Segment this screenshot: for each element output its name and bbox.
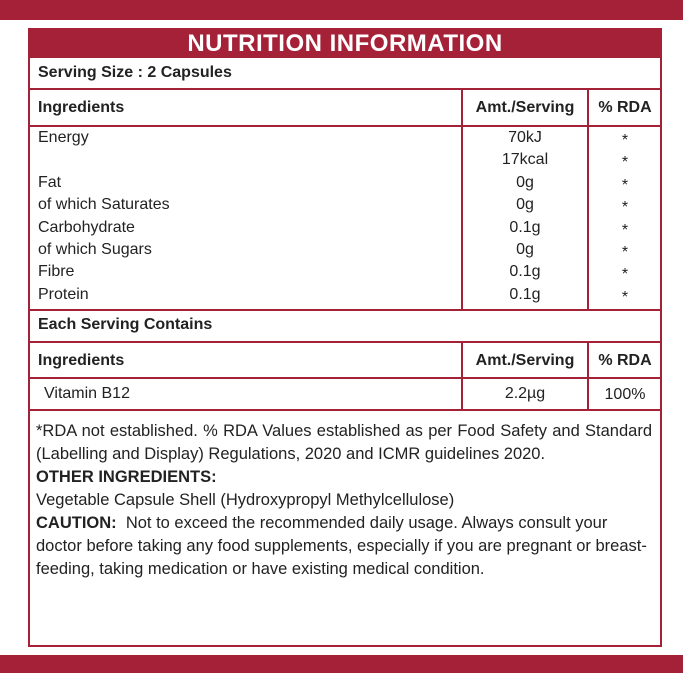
ingredient-rda: * (621, 199, 629, 217)
ingredient-amount: 17kcal (501, 151, 549, 169)
ingredient-rda: * (621, 132, 629, 149)
ingredient-name: Vitamin B12 (44, 385, 130, 402)
column-rule (587, 88, 589, 310)
serving-size: Serving Size : 2 Capsules (38, 64, 232, 81)
ingredient-name: Carbohydrate (38, 218, 135, 236)
column-rule (587, 341, 589, 410)
ingredient-rda: * (621, 244, 629, 261)
ingredient-rda: * (621, 176, 629, 194)
ingredient-amount: 0.1g (509, 285, 541, 303)
other-heading: OTHER INGREDIENTS: (36, 468, 217, 486)
footer: *RDA not established. % RDA Values estab… (36, 420, 652, 581)
header-cell: Amt./Serving (475, 352, 575, 369)
caution-text: Not to exceed the recommended daily usag… (36, 514, 647, 578)
ingredient-name: Energy (38, 129, 89, 146)
ingredient-rda: * (621, 266, 629, 284)
ingredient-name: Fat (38, 173, 62, 191)
rda-note: *RDA not established. % RDA Values estab… (36, 422, 652, 463)
rule (28, 409, 662, 411)
other-text: Vegetable Capsule Shell (Hydroxypropyl M… (36, 491, 455, 509)
ingredient-rda: * (621, 154, 629, 172)
header-cell: % RDA (598, 99, 652, 116)
ingredient-name: Fibre (38, 263, 75, 281)
ingredient-rda: 100% (604, 386, 646, 403)
rule (28, 125, 662, 127)
ingredient-amount: 0.1g (509, 218, 541, 236)
top-band (0, 0, 683, 20)
rule (28, 341, 662, 343)
caution: CAUTION: Not to exceed the recommended d… (36, 512, 652, 581)
ingredient-amount: 70kJ (508, 129, 542, 146)
header-cell: Amt./Serving (475, 99, 575, 116)
column-rule (461, 341, 463, 410)
ingredient-name: Protein (38, 285, 89, 303)
ingredient-name: of which Sugars (38, 241, 152, 258)
caution-label: CAUTION: (36, 514, 117, 532)
header-cell: Ingredients (38, 99, 125, 116)
ingredient-rda: * (621, 221, 629, 239)
header-cell: Ingredients (38, 352, 125, 369)
header-cell: % RDA (598, 352, 652, 369)
ingredient-name: of which Saturates (38, 196, 170, 214)
ingredient-amount: 2.2µg (504, 385, 546, 402)
title: NUTRITION INFORMATION (28, 28, 662, 58)
ingredient-amount: 0g (516, 196, 534, 214)
ingredient-amount: 0g (516, 241, 534, 258)
rule (28, 309, 662, 311)
rule (28, 88, 662, 90)
bottom-band (0, 655, 683, 673)
ingredient-amount: 0.1g (509, 263, 541, 281)
section-title: Each Serving Contains (38, 316, 213, 333)
column-rule (461, 88, 463, 310)
rule (28, 377, 662, 379)
ingredient-rda: * (621, 288, 629, 306)
ingredient-amount: 0g (516, 173, 534, 191)
